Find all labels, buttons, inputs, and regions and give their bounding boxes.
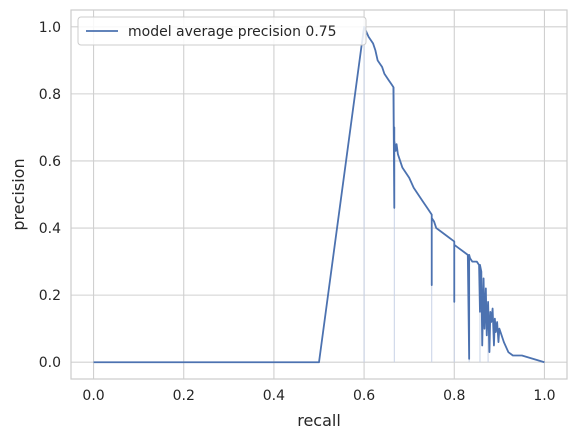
y-tick-label: 0.4: [39, 221, 61, 237]
x-tick-label: 0.8: [443, 388, 465, 404]
axes-frame: [70, 9, 568, 380]
x-tick-label: 0.4: [263, 388, 285, 404]
y-tick-labels: 0.0 0.2 0.4 0.6 0.8 1.0: [39, 20, 61, 371]
y-tick-label: 0.8: [39, 87, 61, 103]
series-line: [93, 25, 545, 364]
y-tick-label: 0.6: [39, 154, 61, 170]
x-tick-labels: 0.0 0.2 0.4 0.6 0.8 1.0: [82, 388, 555, 404]
legend-label: model average precision 0.75: [128, 24, 337, 40]
x-tick-label: 0.6: [353, 388, 375, 404]
y-gridlines: [71, 26, 567, 363]
x-tick-label: 1.0: [533, 388, 555, 404]
legend: model average precision 0.75: [77, 16, 367, 46]
x-tick-label: 0.2: [173, 388, 195, 404]
y-tick-label: 0.0: [39, 355, 61, 371]
x-tick-label: 0.0: [82, 388, 104, 404]
legend-box: [77, 16, 367, 46]
x-axis-label: recall: [297, 411, 341, 430]
y-tick-label: 0.2: [39, 288, 61, 304]
y-tick-label: 1.0: [39, 20, 61, 36]
y-axis-label: precision: [9, 158, 28, 230]
